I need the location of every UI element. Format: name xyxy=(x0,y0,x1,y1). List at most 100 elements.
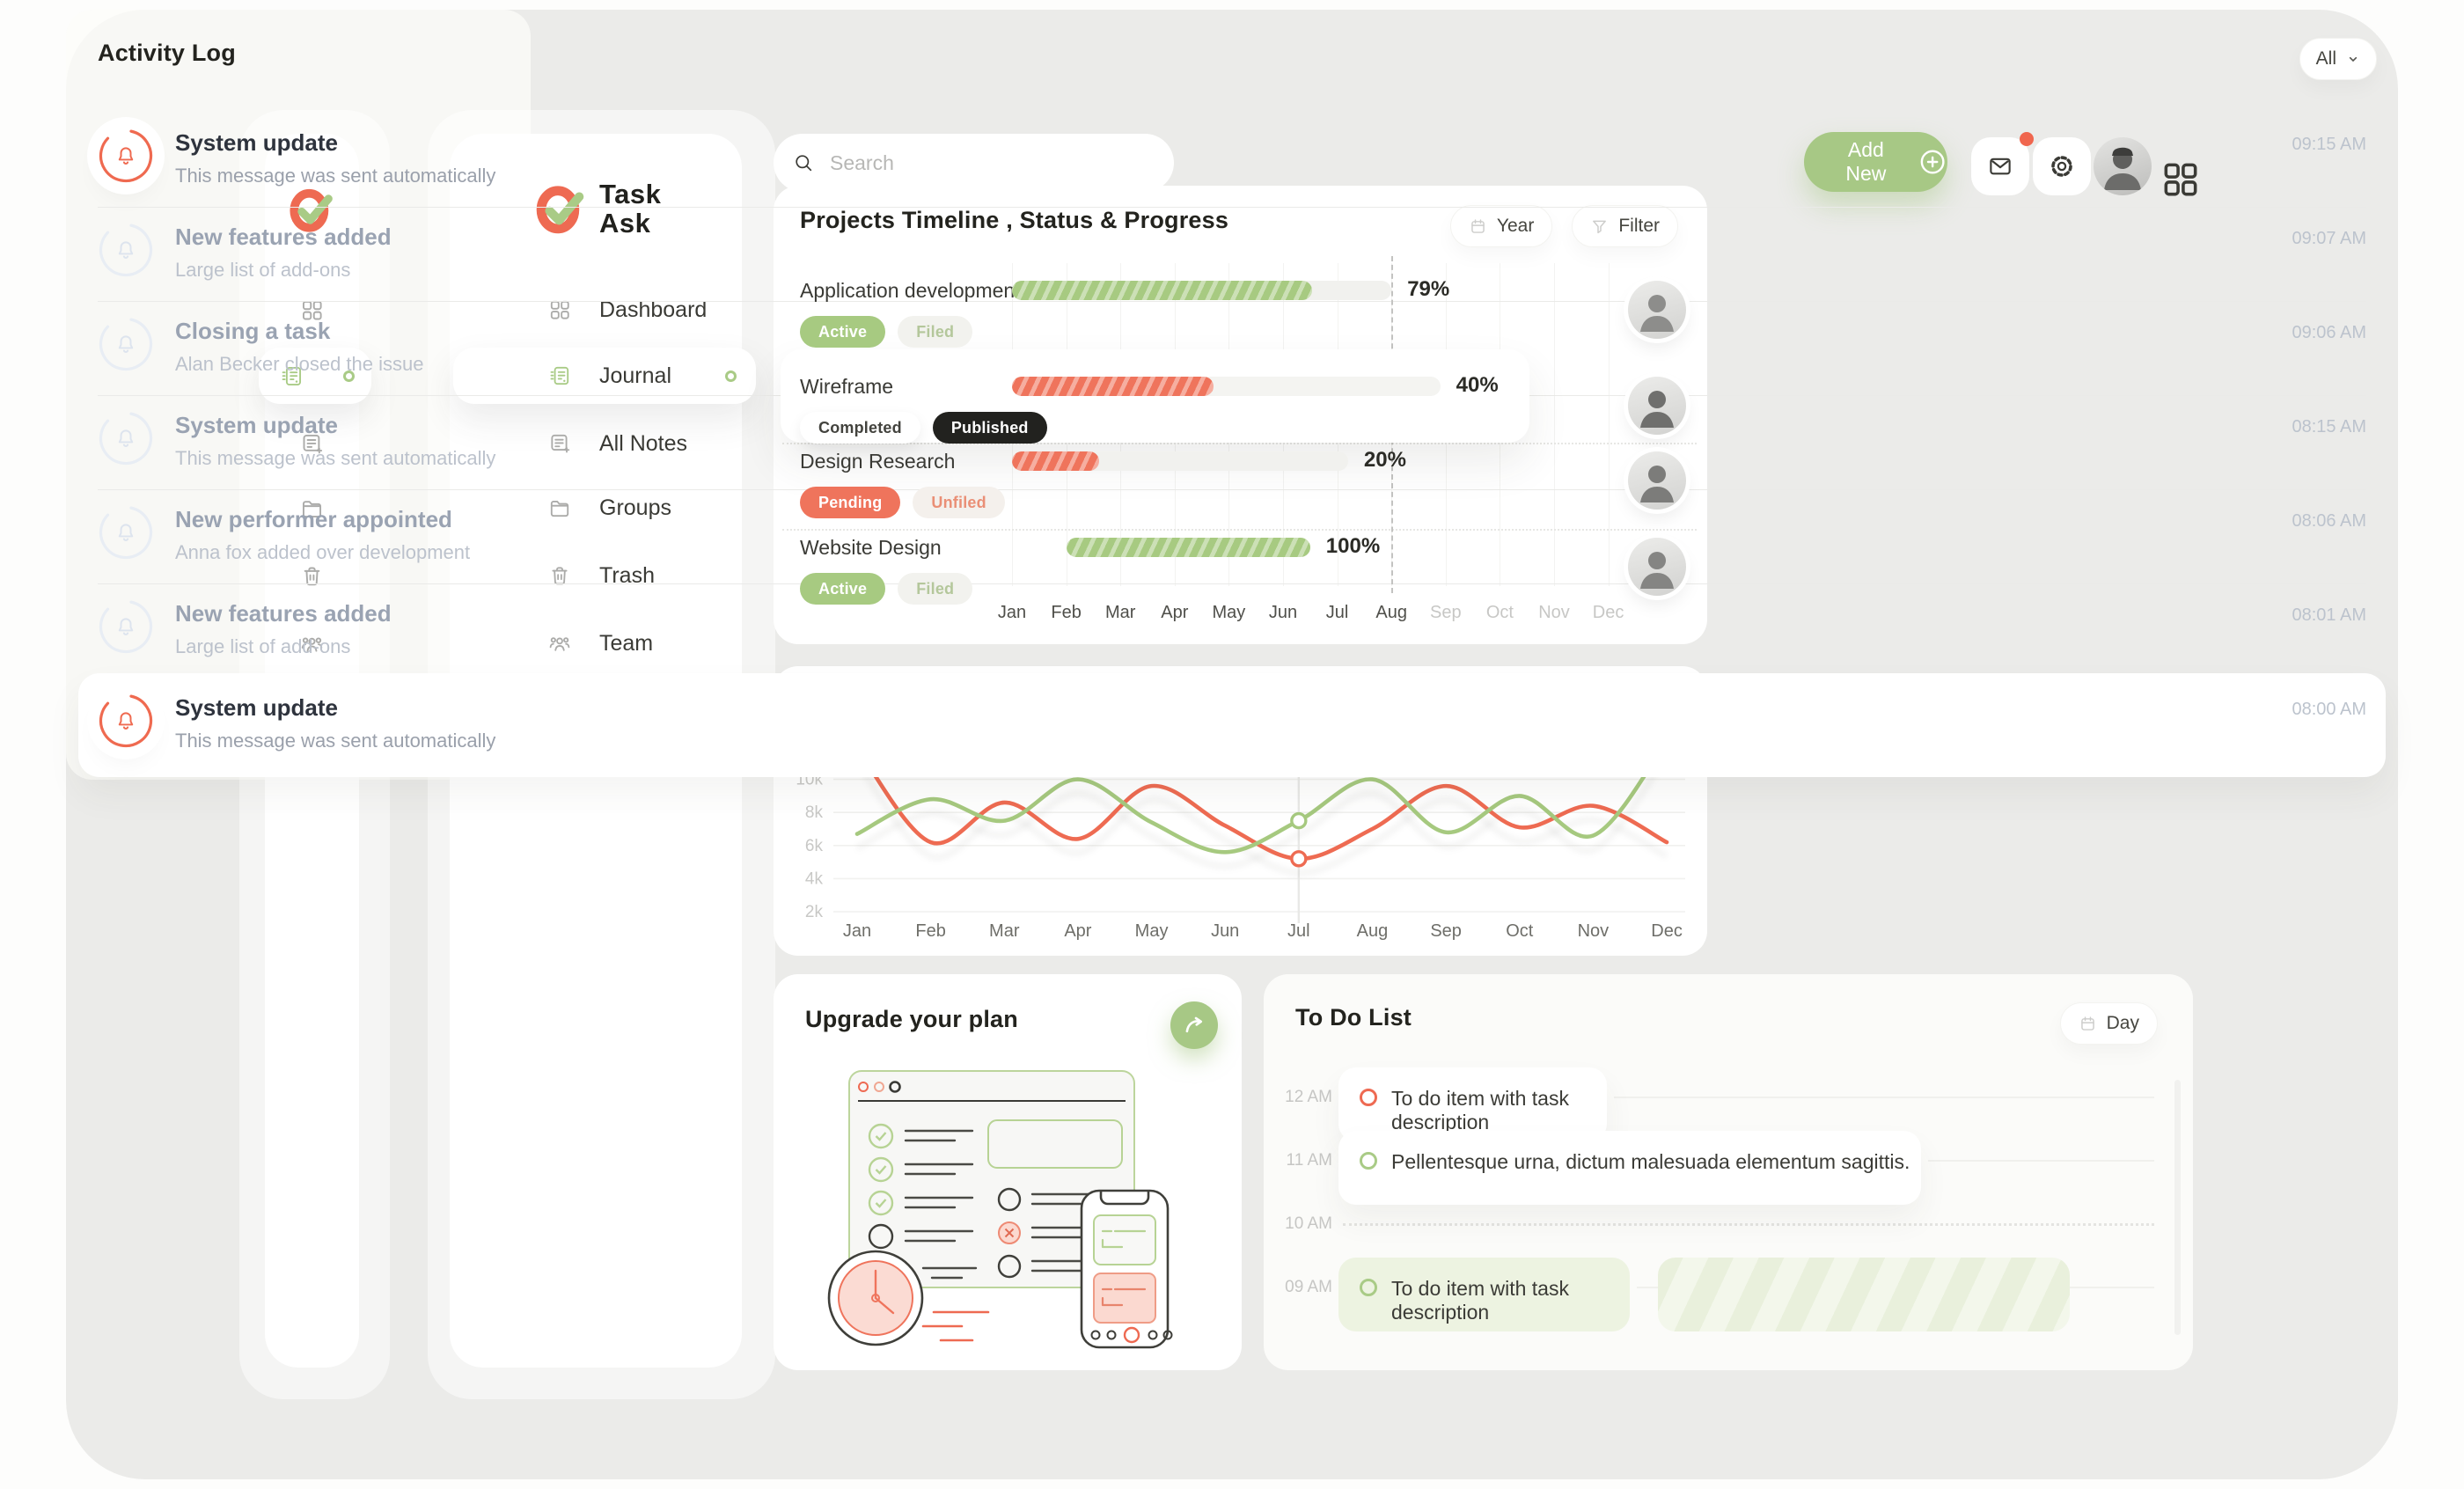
journal-icon xyxy=(548,364,571,387)
activity-item[interactable]: System update This message was sent autom… xyxy=(98,398,2366,492)
activity-item-title: System update xyxy=(175,694,338,721)
bell-icon xyxy=(98,693,154,749)
activity-item[interactable]: New performer appointed Anna fox added ov… xyxy=(98,492,2366,586)
timeline-month-label: Feb xyxy=(1051,603,1082,622)
upgrade-card-title: Upgrade your plan xyxy=(805,1006,1018,1032)
activity-filter-dropdown[interactable]: All xyxy=(2299,38,2377,80)
search-input[interactable] xyxy=(830,134,1155,192)
todo-time-label: 11 AM xyxy=(1286,1151,1332,1170)
sidebar-item-all-notes[interactable]: All Notes xyxy=(464,415,728,472)
bell-icon xyxy=(98,410,154,466)
activity-filter-label: All xyxy=(2315,48,2336,69)
day-button-label: Day xyxy=(2106,1013,2139,1033)
todo-time-label: 12 AM xyxy=(1285,1088,1332,1106)
activity-item-title: System update xyxy=(175,412,338,438)
activity-item-description: This message was sent automatically xyxy=(175,730,496,752)
rail-item-journal[interactable] xyxy=(259,348,371,404)
timeline-month-label: Mar xyxy=(1104,603,1136,622)
activity-item[interactable]: System update This message was sent autom… xyxy=(98,680,2366,774)
rail-item-team[interactable] xyxy=(265,615,359,671)
bell-icon xyxy=(98,316,154,372)
todo-time-label: 10 AM xyxy=(1285,1214,1332,1233)
plus-circle-icon xyxy=(1918,146,1947,178)
todo-duration-block[interactable] xyxy=(1658,1258,2070,1331)
projects-filter-button[interactable]: Filter xyxy=(1572,205,1678,247)
timeline-month-label: Jan xyxy=(997,603,1027,622)
activity-item-time: 08:00 AM xyxy=(2292,700,2366,719)
upgrade-share-button[interactable] xyxy=(1170,1001,1218,1049)
todo-item[interactable]: To do item with task description xyxy=(1338,1067,1607,1141)
todo-timeline-row xyxy=(1928,1160,2154,1162)
projects-card-title: Projects Timeline , Status & Progress xyxy=(800,207,1229,233)
assignee-avatar[interactable] xyxy=(1628,377,1686,435)
todo-list-card: To Do List Day 12 AM To do item with task… xyxy=(1264,974,2193,1370)
svg-text:6k: 6k xyxy=(805,837,824,855)
apps-grid-icon xyxy=(2159,158,2203,202)
gear-icon xyxy=(2049,153,2075,180)
progress-bar-fill xyxy=(1066,538,1310,557)
svg-text:8k: 8k xyxy=(805,803,824,822)
projects-year-button[interactable]: Year xyxy=(1449,205,1553,247)
badge-active: Active xyxy=(800,573,886,605)
assignee-avatar[interactable] xyxy=(1628,538,1686,596)
activity-item[interactable]: System update This message was sent autom… xyxy=(98,115,2366,209)
assignee-avatar[interactable] xyxy=(1628,451,1686,510)
todo-status-circle[interactable] xyxy=(1360,1279,1377,1296)
team-icon xyxy=(548,632,571,655)
status-badges: Active Filed xyxy=(800,316,973,348)
app-title-line1: Task xyxy=(599,179,662,209)
progress-bar-fill xyxy=(1012,377,1214,396)
activity-item-description: Anna fox added over development xyxy=(175,541,471,563)
todo-item-text: To do item with task description xyxy=(1391,1277,1569,1324)
sidebar-item-journal[interactable]: Journal xyxy=(453,348,756,404)
badge-published: Published xyxy=(932,412,1047,444)
todo-day-button[interactable]: Day xyxy=(2059,1002,2158,1045)
search-icon xyxy=(793,152,814,173)
badge-filed: Filed xyxy=(898,573,973,605)
todo-item-text: Pellentesque urna, dictum malesuada elem… xyxy=(1391,1150,1910,1173)
progress-percent: 79% xyxy=(1407,277,1450,301)
bell-icon xyxy=(98,128,154,184)
progress-percent: 40% xyxy=(1456,373,1499,397)
share-arrow-icon xyxy=(1185,1016,1203,1033)
activity-item[interactable]: New features added Large list of add-ons 0… xyxy=(98,586,2366,680)
mail-button[interactable] xyxy=(1971,132,2034,195)
activity-item[interactable]: Closing a task Alan Becker closed the iss… xyxy=(98,304,2366,398)
todo-item[interactable]: To do item with task description xyxy=(1338,1258,1630,1331)
todo-status-circle[interactable] xyxy=(1360,1152,1377,1170)
sidebar-item-groups[interactable]: Groups xyxy=(464,480,728,536)
journal-icon xyxy=(280,364,304,388)
activity-highlight-card xyxy=(78,673,2386,777)
team-icon xyxy=(300,632,324,656)
activity-title: Activity Log xyxy=(98,40,236,66)
todo-status-circle[interactable] xyxy=(1360,1089,1377,1106)
svg-text:4k: 4k xyxy=(805,869,824,888)
sidebar-item-team[interactable]: Team xyxy=(464,615,728,671)
chevron-down-icon xyxy=(2349,56,2358,62)
sidebar-item-trash[interactable]: Trash xyxy=(464,547,728,604)
apps-grid-button[interactable] xyxy=(2159,144,2203,196)
sidebar-item-label: All Notes xyxy=(599,430,688,456)
add-new-button[interactable]: Add New xyxy=(1804,132,1947,192)
activity-item-description: Alan Becker closed the issue xyxy=(175,353,424,375)
rail-item-all-notes[interactable] xyxy=(265,415,359,472)
todo-card-title: To Do List xyxy=(1295,1004,1412,1031)
badge-unfiled: Unfiled xyxy=(913,487,1005,518)
filter-button-label: Filter xyxy=(1618,216,1660,236)
activity-item[interactable]: New features added Large list of add-ons 0… xyxy=(98,209,2366,304)
progress-bar-track xyxy=(1066,538,1310,557)
sidebar-item-label: Journal xyxy=(599,363,671,388)
activity-item-time: 09:07 AM xyxy=(2292,229,2366,248)
mail-icon xyxy=(1987,153,2013,180)
assignee-avatar[interactable] xyxy=(1628,281,1686,339)
activity-item-time: 08:01 AM xyxy=(2292,605,2366,625)
svg-text:Apr: Apr xyxy=(1064,921,1091,941)
todo-item[interactable]: Pellentesque urna, dictum malesuada elem… xyxy=(1338,1131,1921,1205)
svg-text:Oct: Oct xyxy=(1506,921,1534,941)
todo-scrollbar[interactable] xyxy=(2174,1080,2181,1335)
settings-button[interactable] xyxy=(2033,137,2091,195)
user-avatar[interactable] xyxy=(2094,137,2152,195)
timeline-month-label: May xyxy=(1212,603,1246,622)
rail-item-groups[interactable] xyxy=(265,480,359,536)
project-name: Wireframe xyxy=(800,375,894,398)
